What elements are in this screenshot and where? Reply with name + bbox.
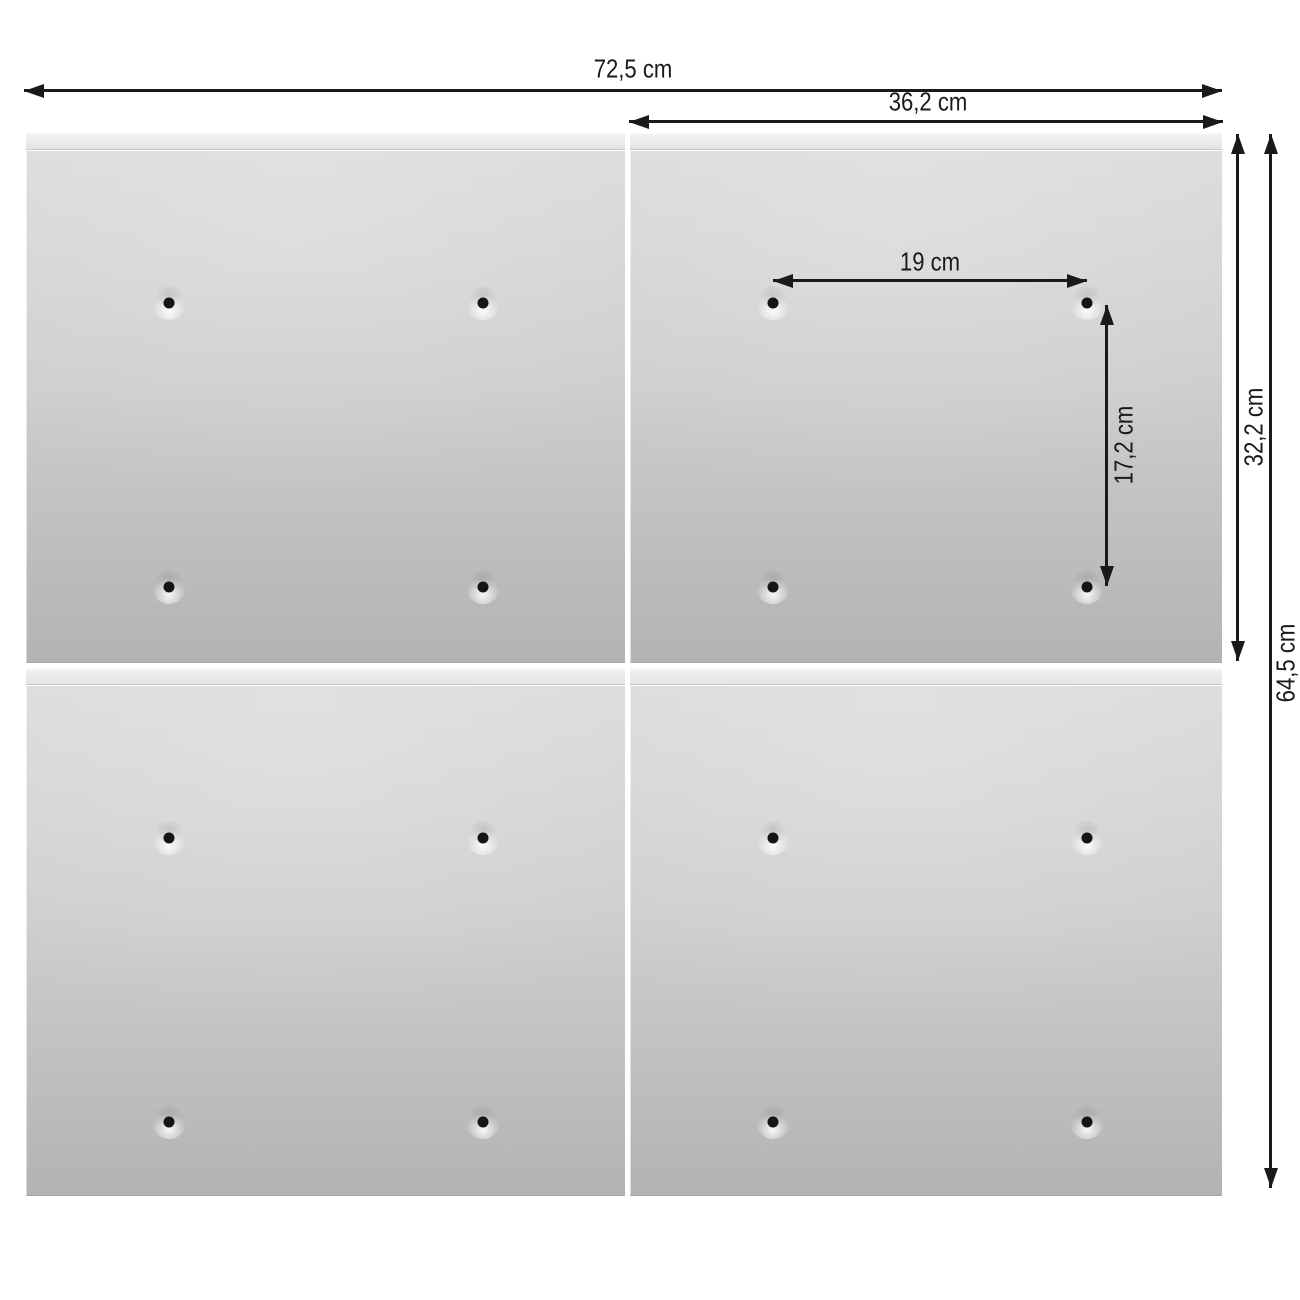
panel-surface — [26, 151, 625, 663]
screw-hole — [1070, 1105, 1104, 1139]
screw-hole — [466, 1105, 500, 1139]
screw-hole — [1070, 286, 1104, 320]
dimension-value: 64,5 cm — [1270, 623, 1300, 703]
dimension-value: 36,2 cm — [888, 86, 968, 117]
panel-surface — [26, 686, 625, 1196]
panel-top-right — [630, 133, 1222, 663]
screw-hole — [466, 570, 500, 604]
panel-rail — [630, 668, 1222, 685]
panel-bottom-left — [26, 668, 625, 1196]
dimension-arrow-hole-spacing-width — [773, 279, 1087, 282]
dimension-arrow-panel-width — [629, 120, 1223, 123]
screw-hole — [756, 570, 790, 604]
screw-hole — [152, 821, 186, 855]
screw-hole — [1070, 821, 1104, 855]
screw-hole — [756, 286, 790, 320]
panel-top-left — [26, 133, 625, 663]
screw-hole — [152, 286, 186, 320]
panel-rail — [26, 133, 625, 150]
screw-hole — [152, 570, 186, 604]
dimension-arrow-total-width — [24, 89, 1222, 92]
dimension-value: 19 cm — [899, 246, 961, 277]
dimension-value: 17,2 cm — [1108, 405, 1139, 485]
panel-rail — [26, 668, 625, 685]
screw-hole — [756, 821, 790, 855]
dimension-arrow-hole-spacing-height — [1105, 305, 1108, 586]
screw-hole — [756, 1105, 790, 1139]
panel-surface — [630, 686, 1222, 1196]
panel-rail — [630, 133, 1222, 150]
panel-bottom-right — [630, 668, 1222, 1196]
screw-hole — [152, 1105, 186, 1139]
screw-hole — [466, 821, 500, 855]
screw-hole — [466, 286, 500, 320]
dimension-arrow-total-height — [1269, 134, 1272, 1188]
dimension-arrow-panel-height — [1236, 134, 1239, 661]
dimension-value: 72,5 cm — [593, 53, 673, 84]
screw-hole — [1070, 570, 1104, 604]
panel-surface — [630, 151, 1222, 663]
dimension-value: 32,2 cm — [1238, 387, 1269, 467]
